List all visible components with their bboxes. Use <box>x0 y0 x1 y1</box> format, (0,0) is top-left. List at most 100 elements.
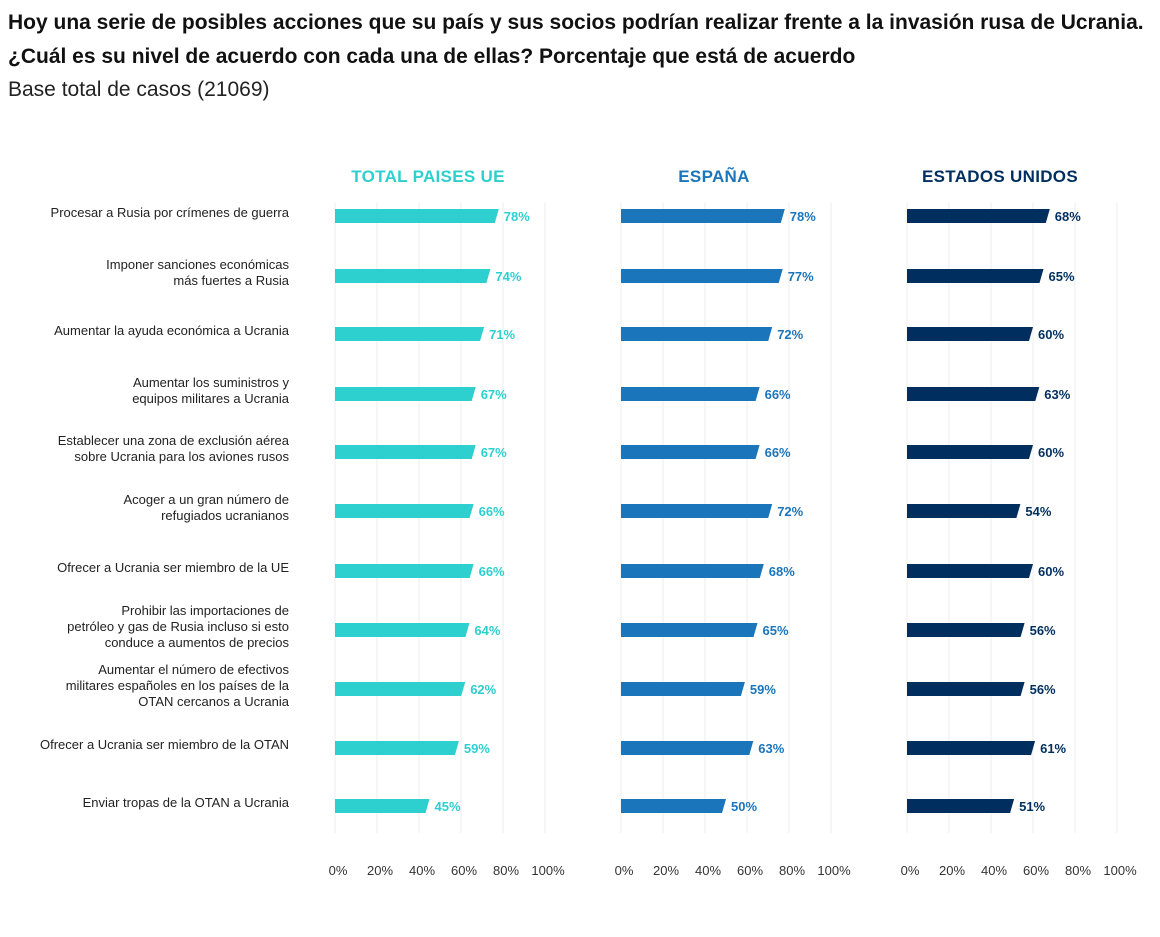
x-tick-label: 80% <box>493 863 519 878</box>
bar <box>907 445 1033 459</box>
bar <box>907 623 1025 637</box>
x-tick-label: 80% <box>779 863 805 878</box>
value-label: 59% <box>464 741 490 756</box>
bar <box>907 209 1050 223</box>
x-tick-label: 100% <box>531 863 565 878</box>
bar <box>335 327 485 341</box>
x-tick-label: 0% <box>901 863 920 878</box>
bar <box>335 682 466 696</box>
bar <box>621 682 745 696</box>
category-label: Procesar a Rusia por crímenes de guerra <box>51 205 290 220</box>
value-label: 68% <box>769 564 795 579</box>
x-tick-label: 0% <box>329 863 348 878</box>
value-label: 65% <box>763 623 789 638</box>
category-label: Aumentar los suministros y <box>133 375 290 390</box>
bar <box>335 741 459 755</box>
value-label: 64% <box>474 623 500 638</box>
value-label: 60% <box>1038 445 1064 460</box>
chart-subtitle: Base total de casos (21069) <box>8 78 270 101</box>
x-tick-label: 60% <box>737 863 763 878</box>
bar <box>621 269 783 283</box>
chart-title: Hoy una serie de posibles acciones que s… <box>8 11 1144 68</box>
value-label: 60% <box>1038 327 1064 342</box>
x-tick-label: 100% <box>817 863 851 878</box>
value-label: 62% <box>470 682 496 697</box>
bar <box>335 269 491 283</box>
bar <box>621 327 773 341</box>
value-label: 63% <box>758 741 784 756</box>
value-label: 72% <box>777 504 803 519</box>
category-label: equipos militares a Ucrania <box>132 391 290 406</box>
x-tick-label: 0% <box>615 863 634 878</box>
value-label: 54% <box>1025 504 1051 519</box>
x-tick-label: 40% <box>695 863 721 878</box>
x-tick-label: 60% <box>451 863 477 878</box>
x-tick-label: 40% <box>981 863 1007 878</box>
category-label: Ofrecer a Ucrania ser miembro de la OTAN <box>40 737 289 752</box>
category-label: Enviar tropas de la OTAN a Ucrania <box>83 795 290 810</box>
panel-title: TOTAL PAISES UE <box>351 167 504 186</box>
value-label: 61% <box>1040 741 1066 756</box>
value-label: 68% <box>1055 209 1081 224</box>
x-tick-label: 60% <box>1023 863 1049 878</box>
value-label: 50% <box>731 799 757 814</box>
bar <box>907 327 1033 341</box>
value-label: 65% <box>1049 269 1075 284</box>
bar <box>335 623 470 637</box>
bar <box>907 799 1015 813</box>
x-tick-label: 20% <box>367 863 393 878</box>
value-label: 66% <box>479 564 505 579</box>
bar <box>621 564 764 578</box>
bar <box>621 504 773 518</box>
bar <box>621 741 754 755</box>
value-label: 59% <box>750 682 776 697</box>
bar <box>621 623 758 637</box>
category-label: refugiados ucranianos <box>161 508 289 523</box>
value-label: 56% <box>1030 623 1056 638</box>
value-label: 78% <box>504 209 530 224</box>
category-label: conduce a aumentos de precios <box>105 635 290 650</box>
value-label: 51% <box>1019 799 1045 814</box>
bar <box>621 209 785 223</box>
value-label: 60% <box>1038 564 1064 579</box>
panel-title: ESTADOS UNIDOS <box>922 167 1078 186</box>
category-label: petróleo y gas de Rusia incluso si esto <box>67 619 289 634</box>
value-label: 63% <box>1044 387 1070 402</box>
bar <box>907 504 1021 518</box>
category-label: Prohibir las importaciones de <box>121 603 289 618</box>
bar <box>335 209 499 223</box>
x-tick-label: 40% <box>409 863 435 878</box>
category-label: militares españoles en los países de la <box>66 678 290 693</box>
category-label: más fuertes a Rusia <box>173 273 289 288</box>
panel-title: ESPAÑA <box>678 166 749 186</box>
category-label: Aumentar el número de efectivos <box>98 662 289 677</box>
bar <box>621 387 760 401</box>
value-label: 67% <box>481 387 507 402</box>
value-label: 67% <box>481 445 507 460</box>
category-label: Ofrecer a Ucrania ser miembro de la UE <box>57 560 289 575</box>
value-label: 71% <box>489 327 515 342</box>
bar <box>335 504 474 518</box>
bar <box>907 387 1040 401</box>
x-tick-label: 80% <box>1065 863 1091 878</box>
bar <box>621 445 760 459</box>
category-label: Aumentar la ayuda económica a Ucrania <box>54 323 290 338</box>
category-label: Establecer una zona de exclusión aérea <box>58 433 290 448</box>
value-label: 66% <box>765 445 791 460</box>
bar <box>621 799 726 813</box>
value-label: 77% <box>788 269 814 284</box>
value-label: 56% <box>1030 682 1056 697</box>
value-label: 72% <box>777 327 803 342</box>
bar <box>335 564 474 578</box>
bar <box>907 564 1033 578</box>
x-tick-label: 100% <box>1103 863 1137 878</box>
bar <box>907 269 1044 283</box>
value-label: 78% <box>790 209 816 224</box>
category-label: Imponer sanciones económicas <box>106 257 289 272</box>
x-tick-label: 20% <box>653 863 679 878</box>
value-label: 45% <box>435 799 461 814</box>
value-label: 66% <box>479 504 505 519</box>
category-label: OTAN cercanos a Ucrania <box>138 694 290 709</box>
x-tick-label: 20% <box>939 863 965 878</box>
